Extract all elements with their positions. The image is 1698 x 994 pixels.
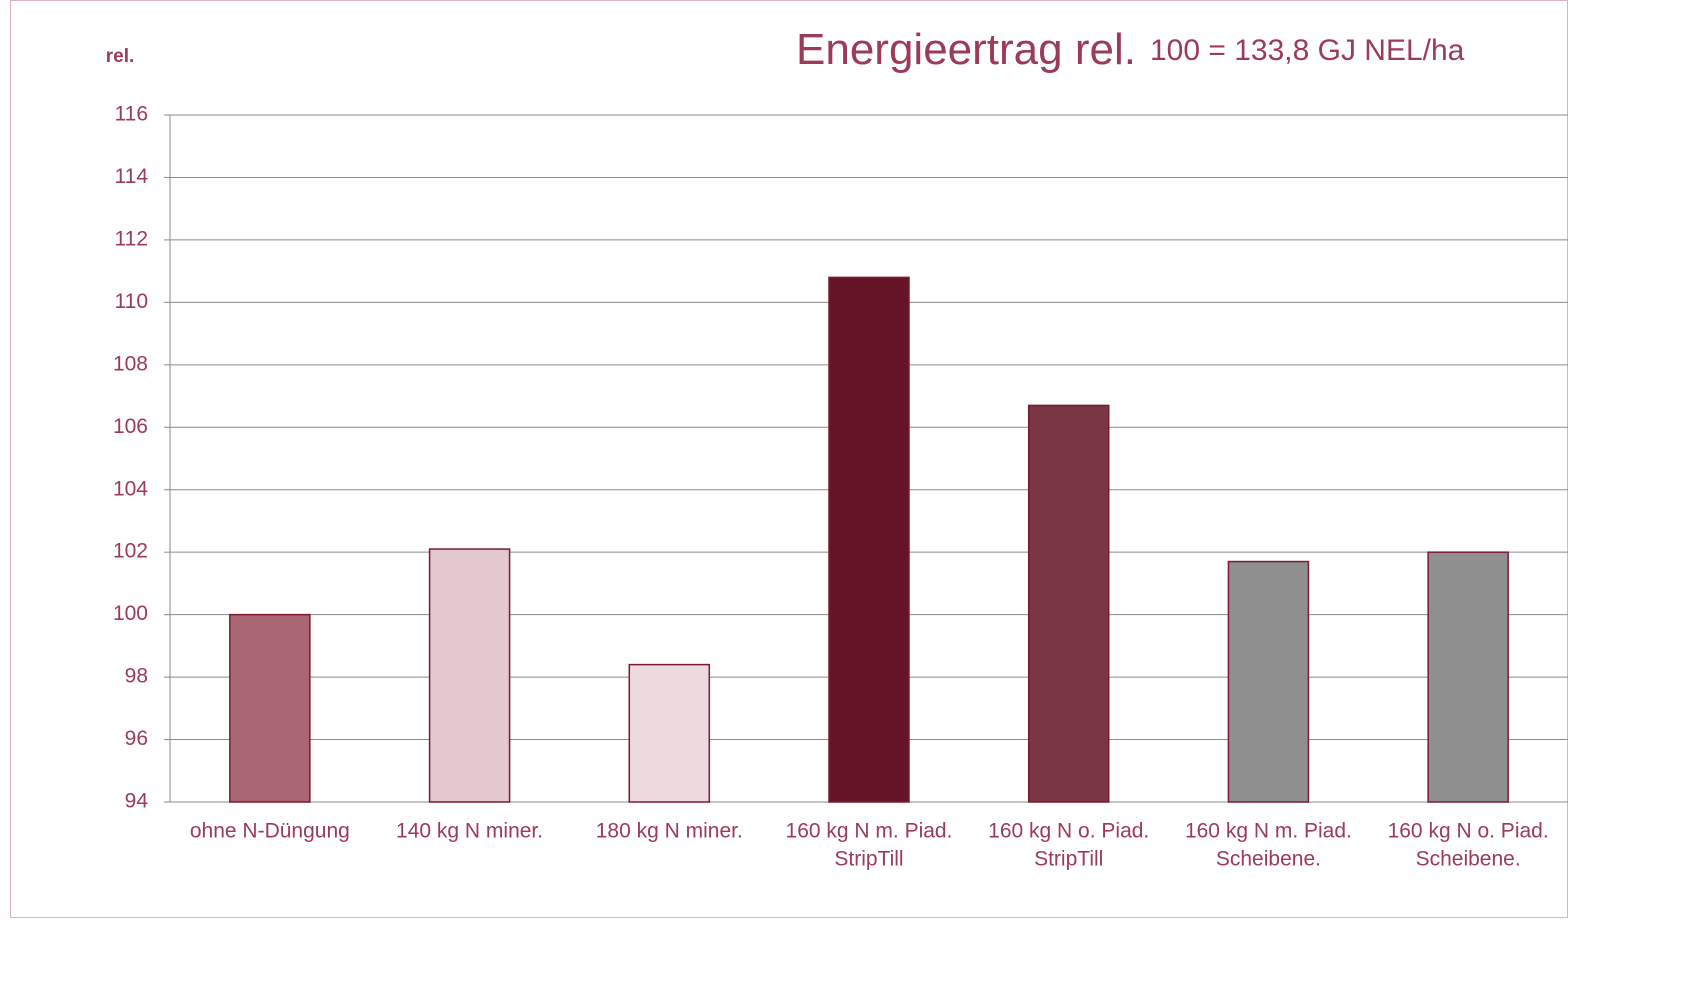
y-tick-label: 96	[125, 727, 148, 750]
x-tick-label: 180 kg N miner.	[596, 820, 743, 843]
y-tick-label: 108	[113, 352, 148, 375]
x-tick-label: 160 kg N o. Piad.	[988, 820, 1149, 843]
y-tick-label: 110	[115, 290, 148, 313]
y-tick-label: 114	[115, 165, 149, 188]
y-tick-label: 102	[113, 540, 148, 563]
title-main: Energieertrag rel.	[796, 25, 1136, 74]
bar	[1427, 551, 1509, 803]
bar	[1027, 404, 1110, 803]
x-tick-label: Scheibene.	[1216, 848, 1321, 871]
x-tick-label: 160 kg N m. Piad.	[786, 820, 953, 843]
y-tick-label: 104	[113, 477, 148, 500]
chart-title: Energieertrag rel. 100 = 133,8 GJ NEL/ha	[796, 25, 1465, 74]
y-tick-label: 94	[125, 790, 149, 813]
bar	[229, 613, 311, 803]
bar	[828, 276, 910, 803]
y-tick-label: 98	[125, 665, 148, 688]
x-tick-label: StripTill	[1034, 848, 1103, 871]
chart-subtitle: 100 = 133,8 GJ NEL/ha	[1150, 34, 1465, 67]
y-tick-label: 106	[113, 415, 148, 438]
x-tick-label: StripTill	[834, 848, 903, 871]
x-tick-label: 140 kg N miner.	[396, 820, 543, 843]
y-tick-label: 116	[115, 103, 148, 126]
bar	[428, 548, 511, 803]
y-axis-label: rel.	[106, 46, 135, 67]
x-tick-label: 160 kg N m. Piad.	[1185, 820, 1352, 843]
chart-frame	[10, 0, 1568, 918]
x-tick-label: 160 kg N o. Piad.	[1388, 820, 1549, 843]
x-tick-label: ohne N-Düngung	[190, 820, 350, 843]
x-tick-label: Scheibene.	[1416, 848, 1521, 871]
y-tick-label: 100	[113, 602, 148, 625]
bar	[1227, 560, 1310, 803]
bar	[628, 663, 711, 803]
y-tick-label: 112	[115, 227, 148, 250]
